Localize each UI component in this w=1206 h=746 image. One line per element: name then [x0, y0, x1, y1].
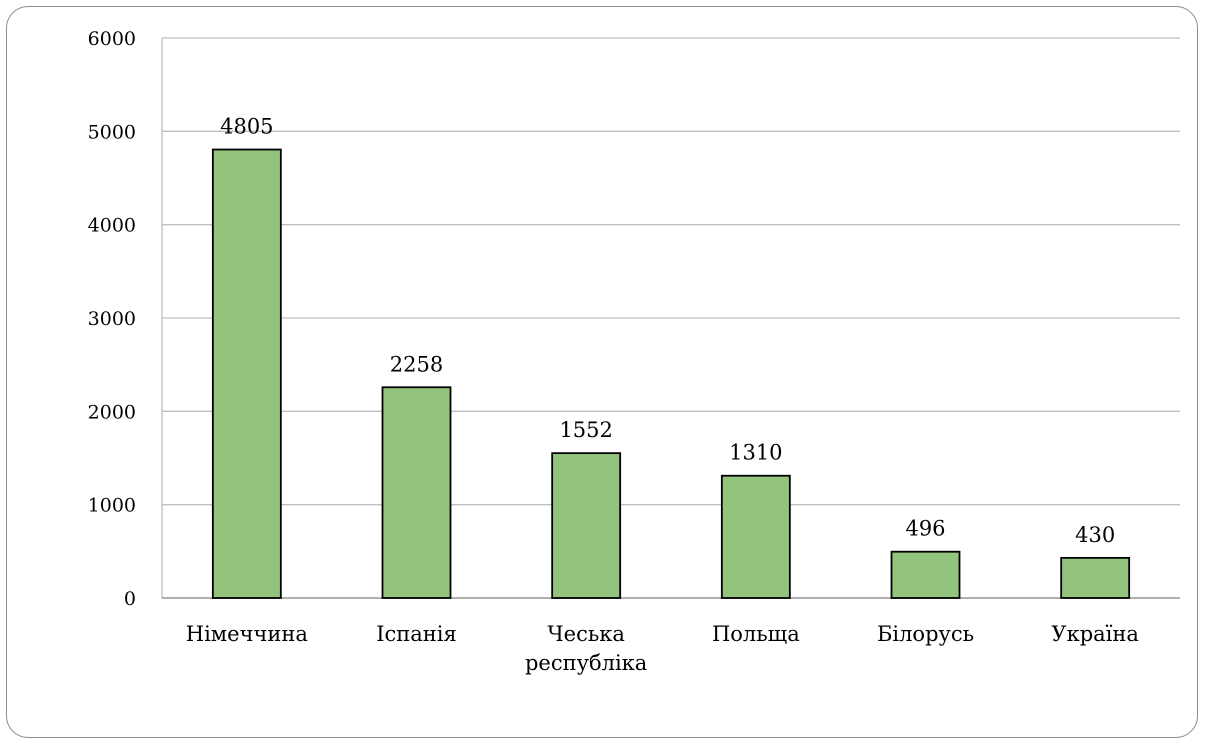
y-tick-label: 1000 — [88, 495, 136, 517]
data-label: 2258 — [390, 352, 443, 376]
x-tick-label: республіка — [525, 651, 647, 675]
bar — [381, 386, 452, 599]
bar — [720, 474, 791, 599]
chart-frame — [6, 6, 1198, 738]
x-tick-label: Польща — [712, 622, 800, 646]
x-tick-label: Іспанія — [376, 622, 457, 646]
data-label: 430 — [1075, 523, 1115, 547]
bar — [890, 550, 961, 599]
y-tick-label: 4000 — [88, 215, 136, 237]
x-tick-label: Німеччина — [186, 622, 308, 646]
data-label: 1310 — [729, 441, 782, 465]
data-label: 1552 — [559, 418, 612, 442]
y-tick-label: 5000 — [88, 121, 136, 143]
y-tick-label: 6000 — [88, 28, 136, 50]
bar — [551, 452, 622, 599]
y-tick-label: 2000 — [88, 401, 136, 423]
data-label: 496 — [905, 517, 945, 541]
y-tick-label: 3000 — [88, 308, 136, 330]
y-tick-label: 0 — [124, 588, 136, 610]
x-tick-label: Білорусь — [877, 622, 974, 646]
bar — [1060, 556, 1131, 599]
bar — [211, 148, 282, 599]
x-tick-label: Україна — [1051, 622, 1139, 646]
data-label: 4805 — [220, 115, 273, 139]
x-tick-label: Чеська — [547, 622, 625, 646]
